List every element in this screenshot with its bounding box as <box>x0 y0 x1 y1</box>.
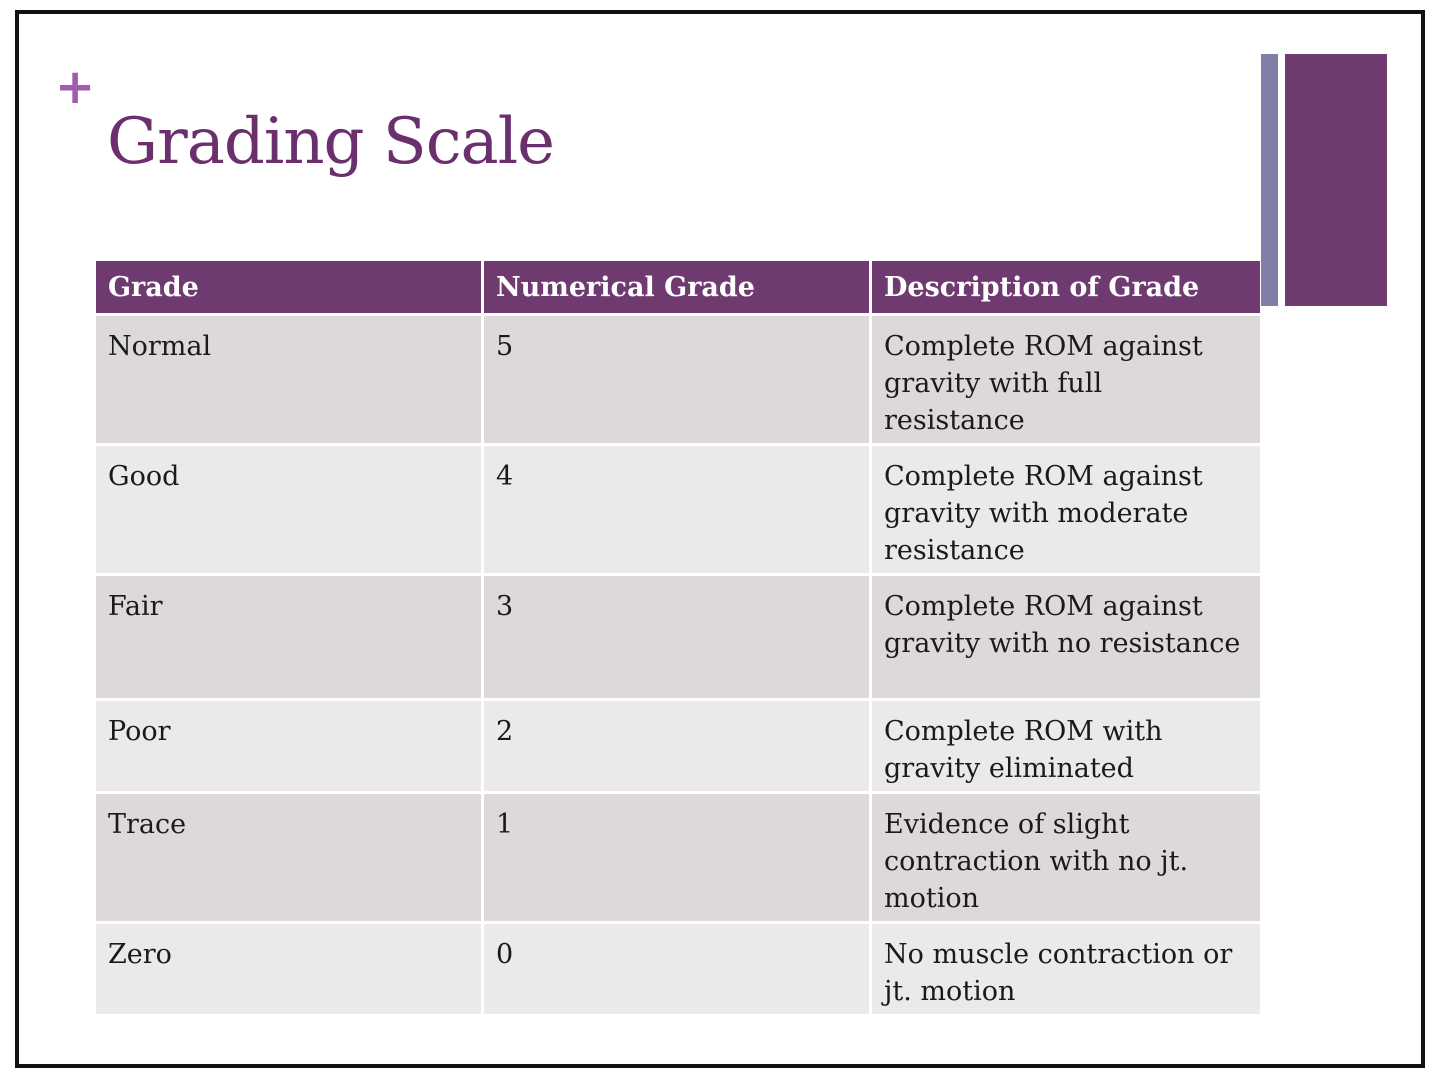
grading-scale-table: Grade Numerical Grade Description of Gra… <box>93 258 1263 1017</box>
header-grade: Grade <box>96 261 481 313</box>
cell-numerical: 0 <box>484 924 869 1014</box>
cell-grade: Trace <box>96 794 481 921</box>
cell-numerical: 2 <box>484 701 869 791</box>
accent-bar-purple <box>1285 54 1387 306</box>
header-description: Description of Grade <box>872 261 1260 313</box>
table-row: Fair 3 Complete ROM against gravity with… <box>96 576 1260 698</box>
plus-icon: + <box>55 59 96 115</box>
cell-numerical: 4 <box>484 446 869 573</box>
cell-description: Complete ROM against gravity with modera… <box>872 446 1260 573</box>
table-row: Good 4 Complete ROM against gravity with… <box>96 446 1260 573</box>
cell-description: Complete ROM with gravity eliminated <box>872 701 1260 791</box>
cell-description: Evidence of slight contraction with no j… <box>872 794 1260 921</box>
accent-bar-lavender <box>1261 54 1278 306</box>
table-header-row: Grade Numerical Grade Description of Gra… <box>96 261 1260 313</box>
cell-description: No muscle contraction or jt. motion <box>872 924 1260 1014</box>
cell-grade: Good <box>96 446 481 573</box>
table-row: Trace 1 Evidence of slight contraction w… <box>96 794 1260 921</box>
cell-description: Complete ROM against gravity with no res… <box>872 576 1260 698</box>
header-numerical-grade: Numerical Grade <box>484 261 869 313</box>
cell-description: Complete ROM against gravity with full r… <box>872 316 1260 443</box>
slide: + Grading Scale Grade Numerical Grade De… <box>15 10 1425 1068</box>
cell-grade: Normal <box>96 316 481 443</box>
slide-title: Grading Scale <box>107 105 555 179</box>
table-row: Zero 0 No muscle contraction or jt. moti… <box>96 924 1260 1014</box>
cell-grade: Zero <box>96 924 481 1014</box>
cell-grade: Fair <box>96 576 481 698</box>
cell-numerical: 1 <box>484 794 869 921</box>
table-row: Poor 2 Complete ROM with gravity elimina… <box>96 701 1260 791</box>
cell-grade: Poor <box>96 701 481 791</box>
table-row: Normal 5 Complete ROM against gravity wi… <box>96 316 1260 443</box>
cell-numerical: 3 <box>484 576 869 698</box>
cell-numerical: 5 <box>484 316 869 443</box>
